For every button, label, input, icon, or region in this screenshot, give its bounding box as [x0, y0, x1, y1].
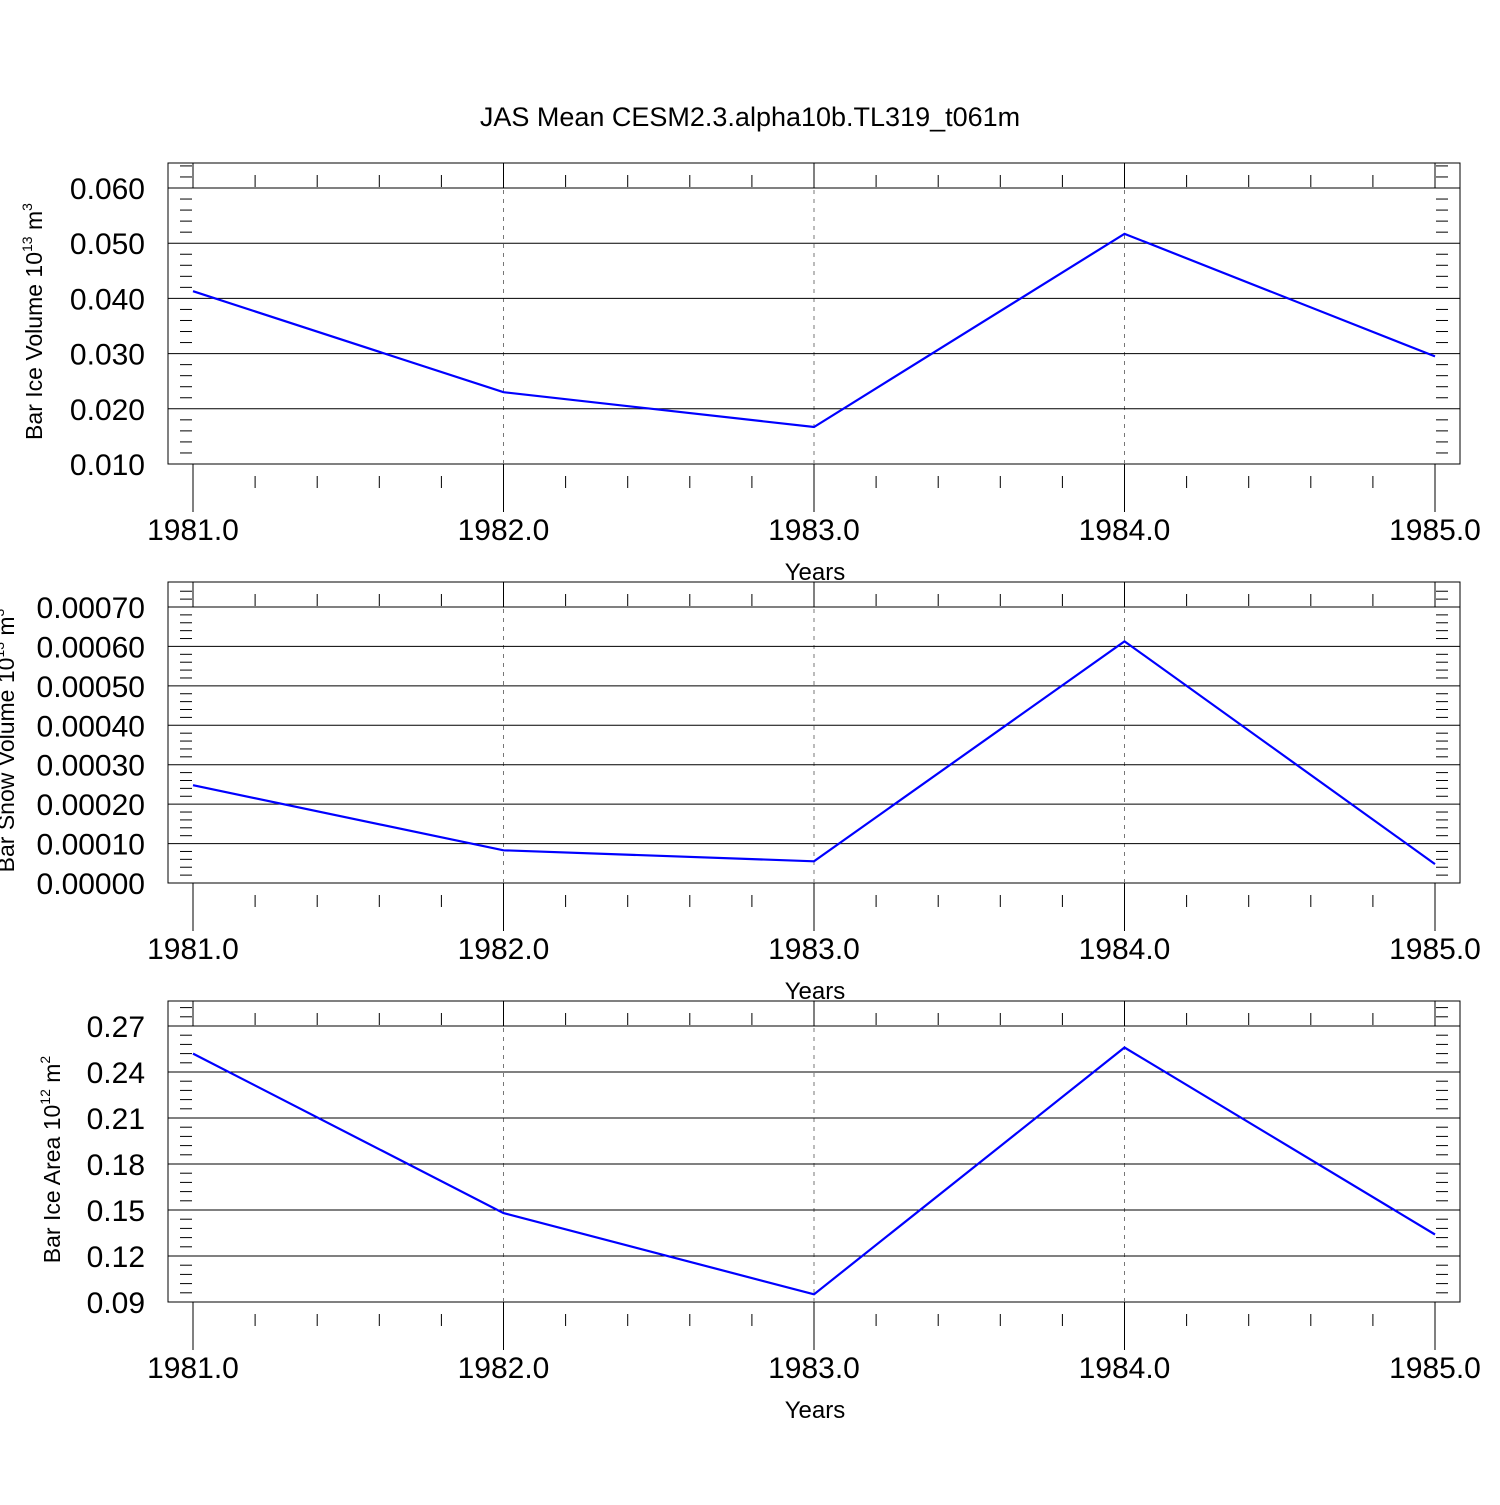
x-tick-label: 1982.0: [458, 1352, 550, 1385]
x-tick-label: 1985.0: [1389, 514, 1481, 547]
y-axis-label-exponent: 13: [0, 642, 7, 658]
x-tick-label: 1981.0: [147, 1352, 239, 1385]
y-tick-label: 0.00020: [37, 789, 145, 822]
y-tick-label: 0.00010: [37, 829, 145, 862]
y-tick-label: 0.00050: [37, 671, 145, 704]
y-tick-label: 0.27: [87, 1011, 145, 1044]
x-tick-label: 1983.0: [768, 514, 860, 547]
x-tick-label: 1984.0: [1079, 1352, 1171, 1385]
x-tick-label: 1982.0: [458, 933, 550, 966]
x-axis-label: Years: [785, 1397, 846, 1424]
x-tick-label: 1981.0: [147, 514, 239, 547]
y-axis-label-text: Bar Ice Volume 10: [21, 252, 47, 440]
y-axis-label-unit-exponent: 2: [37, 1056, 53, 1064]
y-tick-label: 0.00000: [37, 868, 145, 901]
y-tick-label: 0.00070: [37, 592, 145, 625]
y-tick-label: 0.030: [70, 339, 145, 372]
y-axis-label-text: Bar Snow Volume 10: [0, 658, 19, 873]
y-tick-label: 0.00030: [37, 750, 145, 783]
chart-panel-3: 0.09 0.12 0.15 0.18 0.21 0.24 0.27 1981.0 1982.0…: [37, 1001, 1481, 1424]
x-tick-label: 1984.0: [1079, 933, 1171, 966]
y-tick-label: 0.00060: [37, 631, 145, 664]
chart-panel-2: 0.00000 0.00010 0.00020 0.00030 0.00040 0.000…: [0, 582, 1481, 1005]
y-tick-label: 0.09: [87, 1287, 145, 1320]
y-axis-label-exponent: 12: [37, 1089, 53, 1105]
x-tick-label: 1982.0: [458, 514, 550, 547]
y-axis-label: Bar Snow Volume 1013 m3: [0, 608, 19, 872]
y-axis-label-unit-exponent: 3: [0, 608, 7, 616]
y-tick-label: 0.21: [87, 1103, 145, 1136]
x-tick-label: 1981.0: [147, 933, 239, 966]
y-axis-label-unit: m: [21, 211, 47, 237]
y-tick-label: 0.020: [70, 394, 145, 427]
y-axis-label-unit: m: [0, 616, 19, 642]
y-axis-label: Bar Ice Volume 1013 m3: [19, 203, 47, 440]
x-tick-label: 1985.0: [1389, 933, 1481, 966]
x-tick-label: 1983.0: [768, 933, 860, 966]
chart-panel-1: 0.010 0.020 0.030 0.040 0.050 0.060 1981.0 1982…: [19, 163, 1481, 586]
y-tick-label: 0.040: [70, 283, 145, 316]
y-axis-label-text: Bar Ice Area 10: [39, 1105, 65, 1264]
y-tick-label: 0.00040: [37, 710, 145, 743]
y-tick-label: 0.15: [87, 1195, 145, 1228]
y-tick-label: 0.060: [70, 173, 145, 206]
y-tick-label: 0.12: [87, 1241, 145, 1274]
y-axis-label-unit: m: [39, 1064, 65, 1090]
x-tick-label: 1983.0: [768, 1352, 860, 1385]
y-axis-label: Bar Ice Area 1012 m2: [37, 1056, 65, 1264]
y-tick-label: 0.050: [70, 228, 145, 261]
chart-title: JAS Mean CESM2.3.alpha10b.TL319_t061m: [480, 102, 1020, 132]
y-tick-label: 0.010: [70, 449, 145, 482]
y-axis-label-unit-exponent: 3: [19, 203, 35, 211]
y-axis-label-exponent: 13: [19, 236, 35, 252]
x-tick-label: 1984.0: [1079, 514, 1171, 547]
y-tick-label: 0.24: [87, 1057, 145, 1090]
y-tick-label: 0.18: [87, 1149, 145, 1182]
x-tick-label: 1985.0: [1389, 1352, 1481, 1385]
